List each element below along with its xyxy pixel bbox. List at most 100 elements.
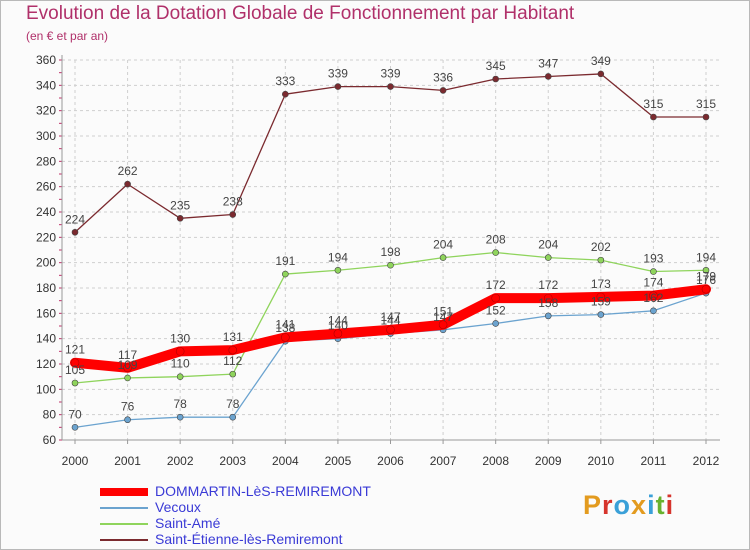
data-point bbox=[702, 113, 710, 121]
chart-title: Evolution de la Dotation Globale de Fonc… bbox=[26, 3, 575, 24]
data-label: 121 bbox=[65, 343, 85, 357]
data-point bbox=[597, 256, 605, 264]
x-tick-label: 2005 bbox=[325, 454, 352, 468]
data-label: 172 bbox=[486, 278, 506, 292]
logo-letter: x bbox=[631, 490, 648, 520]
data-point bbox=[543, 293, 553, 303]
y-tick-label: 200 bbox=[36, 256, 56, 270]
legend-label-vecoux: Vecoux bbox=[155, 499, 201, 515]
data-point bbox=[386, 325, 395, 335]
data-label: 202 bbox=[591, 240, 611, 254]
data-point bbox=[597, 70, 605, 78]
data-point bbox=[333, 329, 343, 338]
data-label: 147 bbox=[380, 310, 400, 324]
data-point bbox=[282, 270, 289, 278]
data-label: 208 bbox=[486, 233, 506, 247]
data-label: 76 bbox=[121, 400, 135, 414]
data-point bbox=[596, 292, 606, 302]
data-label: 158 bbox=[538, 296, 558, 310]
data-label: 159 bbox=[591, 295, 611, 309]
data-point bbox=[124, 374, 131, 382]
data-point bbox=[701, 284, 711, 294]
data-label: 235 bbox=[170, 198, 190, 212]
data-point bbox=[124, 416, 131, 424]
data-label: 198 bbox=[380, 245, 400, 259]
logo-letter: o bbox=[613, 490, 632, 520]
data-point bbox=[229, 211, 237, 218]
data-point bbox=[71, 379, 79, 387]
logo-letter: t bbox=[655, 490, 666, 520]
data-label: 162 bbox=[643, 291, 663, 305]
data-point bbox=[123, 363, 132, 373]
data-label: 193 bbox=[643, 252, 663, 266]
x-tick-label: 2010 bbox=[587, 454, 614, 468]
data-point bbox=[281, 333, 290, 342]
data-label: 349 bbox=[591, 54, 611, 68]
data-label: 204 bbox=[538, 238, 558, 252]
logo-letter: i bbox=[647, 490, 656, 520]
data-point bbox=[175, 347, 185, 356]
data-point bbox=[544, 312, 552, 320]
data-label: 345 bbox=[486, 59, 506, 73]
data-label: 224 bbox=[65, 212, 85, 226]
data-point bbox=[334, 83, 342, 90]
y-tick-label: 100 bbox=[36, 382, 56, 396]
data-label: 78 bbox=[226, 397, 240, 411]
data-label: 78 bbox=[173, 397, 187, 411]
x-tick-label: 2001 bbox=[114, 454, 141, 468]
data-point bbox=[229, 370, 237, 378]
x-tick-label: 2002 bbox=[167, 454, 194, 468]
data-point bbox=[597, 311, 605, 318]
data-label: 173 bbox=[591, 277, 611, 291]
data-label: 191 bbox=[275, 254, 295, 268]
y-tick-label: 240 bbox=[36, 205, 56, 219]
data-label: 347 bbox=[538, 56, 558, 70]
y-tick-label: 340 bbox=[36, 78, 56, 92]
data-point bbox=[492, 320, 499, 327]
y-tick-label: 260 bbox=[36, 180, 56, 194]
y-tick-label: 320 bbox=[36, 104, 56, 118]
data-point bbox=[438, 320, 448, 330]
data-label: 179 bbox=[696, 269, 716, 283]
x-tick-label: 2003 bbox=[219, 454, 246, 468]
y-tick-label: 80 bbox=[43, 408, 57, 422]
data-point bbox=[439, 87, 447, 94]
data-point bbox=[439, 254, 447, 261]
data-label: 151 bbox=[433, 305, 453, 319]
legend-label-saint-etienne: Saint-Étienne-lès-Remiremont bbox=[155, 531, 343, 547]
data-point bbox=[544, 73, 552, 80]
data-label: 70 bbox=[68, 407, 82, 421]
data-point bbox=[71, 228, 79, 236]
data-label: 315 bbox=[643, 97, 663, 111]
data-label: 194 bbox=[696, 250, 716, 264]
y-tick-label: 140 bbox=[36, 332, 56, 346]
data-label: 138 bbox=[275, 321, 295, 335]
x-tick-label: 2000 bbox=[62, 454, 89, 468]
data-point bbox=[650, 307, 657, 315]
data-label: 131 bbox=[223, 330, 243, 344]
x-tick-label: 2006 bbox=[377, 454, 404, 468]
data-label: 141 bbox=[275, 317, 295, 331]
data-label: 336 bbox=[433, 70, 453, 84]
y-tick-label: 300 bbox=[36, 129, 56, 143]
data-label: 339 bbox=[328, 67, 348, 81]
data-label: 238 bbox=[223, 195, 243, 209]
data-point bbox=[491, 293, 500, 303]
data-point bbox=[176, 413, 184, 421]
y-tick-label: 220 bbox=[36, 230, 56, 244]
data-point bbox=[649, 291, 658, 300]
legend-swatch-saint-ame bbox=[100, 523, 148, 525]
x-tick-label: 2004 bbox=[272, 454, 299, 468]
x-tick-label: 2007 bbox=[430, 454, 457, 468]
y-tick-label: 360 bbox=[36, 53, 56, 67]
data-label: 339 bbox=[380, 67, 400, 81]
data-label: 172 bbox=[538, 278, 558, 292]
data-label: 144 bbox=[328, 314, 348, 328]
x-tick-label: 2008 bbox=[482, 454, 509, 468]
proxiti-logo: Proxiti bbox=[583, 490, 674, 521]
data-point bbox=[176, 215, 184, 222]
legend-swatch-saint-etienne bbox=[100, 539, 148, 541]
data-point bbox=[71, 424, 79, 431]
y-tick-label: 120 bbox=[36, 357, 56, 371]
